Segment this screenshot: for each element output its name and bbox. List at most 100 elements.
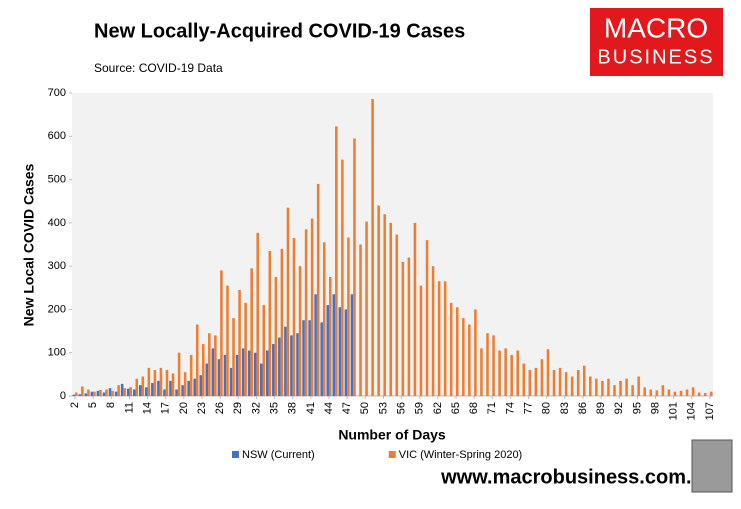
bar [589, 376, 592, 396]
x-tick-label: 68 [468, 402, 480, 414]
bar [703, 392, 707, 396]
y-tick-label: 300 [48, 260, 66, 272]
x-tick-label: 74 [504, 402, 516, 414]
bar [595, 378, 598, 396]
x-tick-label: 83 [559, 402, 571, 414]
bar [171, 373, 175, 396]
y-tick-label: 0 [60, 390, 66, 402]
bar [413, 222, 417, 396]
bar [486, 333, 489, 396]
bar [649, 389, 653, 396]
bar [437, 281, 441, 396]
bar [284, 326, 287, 396]
bar [619, 380, 622, 396]
brand-line1: MACRO [604, 12, 708, 43]
bar [189, 354, 193, 396]
x-tick-label: 71 [486, 402, 498, 414]
x-tick-label: 5 [87, 402, 99, 408]
bar [290, 335, 293, 396]
bar [322, 242, 326, 396]
bar [139, 385, 142, 396]
x-tick-label: 86 [577, 402, 589, 414]
y-tick-label: 200 [48, 303, 66, 315]
bar [534, 367, 538, 396]
bar [181, 385, 184, 396]
legend-label: VIC (Winter-Spring 2020) [399, 449, 523, 461]
bar [655, 390, 659, 396]
bar [371, 99, 374, 396]
bar [552, 370, 556, 396]
bar [365, 221, 368, 396]
x-tick-label: 29 [232, 402, 244, 414]
bar [135, 378, 139, 396]
bar [474, 309, 477, 396]
bar [72, 394, 76, 396]
bar [126, 388, 130, 396]
bar [145, 387, 148, 396]
bar [667, 389, 671, 396]
bar [132, 389, 136, 396]
bar [316, 183, 320, 396]
bar [546, 349, 550, 396]
x-tick-label: 101 [668, 402, 680, 420]
bar [208, 333, 211, 396]
bar [449, 302, 453, 396]
bar [335, 126, 338, 396]
bar [211, 348, 215, 396]
x-tick-label: 95 [631, 402, 643, 414]
bar [643, 387, 646, 396]
bar [582, 365, 586, 396]
bar [353, 138, 356, 396]
plot-area [72, 93, 713, 396]
x-tick-label: 23 [196, 402, 208, 414]
bar [350, 294, 354, 396]
x-tick-label: 14 [141, 402, 153, 414]
bar [407, 257, 411, 396]
bar [326, 305, 330, 396]
legend-swatch [388, 451, 396, 458]
chart-title: New Locally-Acquired COVID-19 Cases [94, 20, 465, 42]
bar [395, 234, 399, 396]
bar [129, 387, 132, 396]
bar [455, 307, 459, 396]
chart-subtitle: Source: COVID-19 Data [94, 61, 223, 75]
x-tick-label: 89 [595, 402, 607, 414]
bar [296, 333, 299, 396]
bar [528, 370, 532, 396]
bar [607, 378, 610, 396]
x-tick-label: 41 [305, 402, 317, 414]
bar [229, 367, 233, 396]
bar [383, 214, 386, 396]
y-tick-label: 500 [48, 173, 66, 185]
bar [631, 385, 634, 396]
bar [177, 352, 181, 396]
bar [685, 389, 689, 396]
bar [235, 354, 239, 396]
x-tick-label: 2 [69, 402, 81, 408]
bar [280, 248, 284, 396]
bar [223, 354, 227, 396]
bar [341, 159, 344, 396]
bar [637, 376, 640, 396]
bar [165, 370, 169, 396]
bar [241, 348, 245, 396]
bar [87, 389, 90, 396]
bar [304, 229, 308, 396]
bar [93, 391, 96, 396]
bar [247, 350, 251, 396]
bar [199, 375, 203, 396]
brand-box [590, 8, 723, 76]
bar [175, 389, 178, 396]
bar [338, 307, 342, 396]
bar [443, 281, 447, 396]
x-tick-label: 11 [123, 402, 135, 413]
bar [256, 232, 259, 396]
x-tick-label: 104 [686, 402, 698, 420]
x-tick-label: 59 [414, 402, 426, 414]
x-tick-label: 62 [432, 402, 444, 414]
bar [114, 391, 118, 396]
x-tick-label: 98 [649, 402, 661, 414]
bar [377, 205, 380, 396]
bar [344, 309, 348, 396]
x-tick-label: 53 [377, 402, 389, 414]
